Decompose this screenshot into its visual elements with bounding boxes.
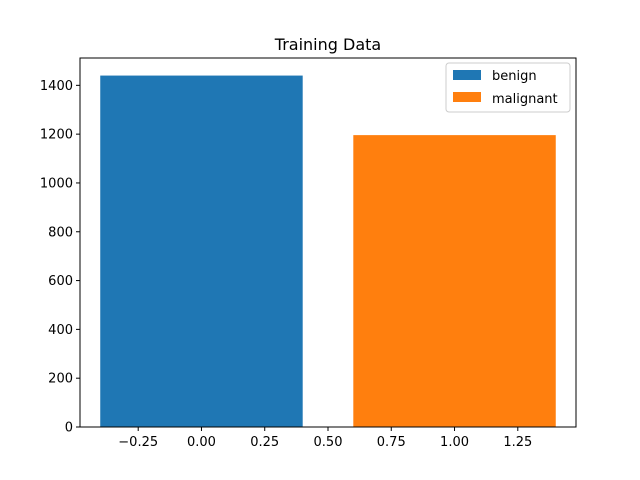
legend: benign malignant [445, 62, 571, 113]
y-tick-label: 1200 [40, 128, 73, 143]
x-tick-label: 1.25 [503, 435, 532, 450]
x-axis: −0.25 0.00 0.25 0.50 0.75 1.00 1.25 [118, 427, 532, 450]
legend-label-benign: benign [492, 69, 537, 84]
y-tick-label: 0 [65, 421, 73, 436]
bar-malignant [353, 135, 556, 427]
x-tick-label: 1.00 [440, 435, 469, 450]
x-tick-label: −0.25 [118, 435, 158, 450]
bar-benign [100, 75, 303, 428]
legend-label-malignant: malignant [492, 92, 558, 107]
x-tick-label: 0.75 [377, 435, 406, 450]
y-tick-label: 400 [48, 323, 73, 338]
bars-group [100, 75, 556, 428]
chart-title: Training Data [274, 35, 381, 54]
y-tick-label: 1000 [40, 176, 73, 191]
y-tick-label: 600 [48, 274, 73, 289]
x-tick-label: 0.50 [314, 435, 343, 450]
y-axis: 0 200 400 600 800 1000 1200 1400 [40, 79, 80, 436]
y-tick-label: 200 [48, 372, 73, 387]
legend-swatch-malignant [453, 92, 481, 102]
x-tick-label: 0.25 [250, 435, 279, 450]
legend-swatch-benign [453, 70, 481, 80]
x-tick-label: 0.00 [187, 435, 216, 450]
y-tick-label: 1400 [40, 79, 73, 94]
y-tick-label: 800 [48, 225, 73, 240]
